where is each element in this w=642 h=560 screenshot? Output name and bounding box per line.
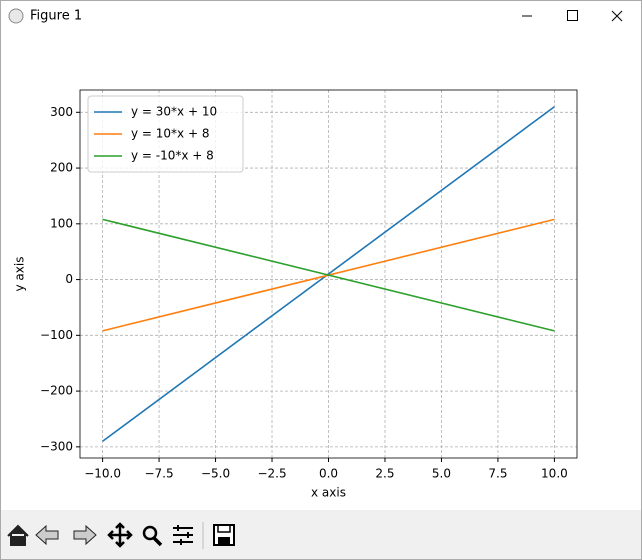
- y-tick-label: −100: [40, 328, 73, 342]
- x-tick-label: −5.0: [201, 467, 230, 481]
- series-line: [102, 106, 555, 442]
- close-button[interactable]: [611, 10, 623, 22]
- toolbar-bg: [1, 510, 641, 559]
- y-tick-label: 0: [65, 272, 73, 286]
- axes-frame: [79, 89, 578, 459]
- y-tick-label: 200: [50, 161, 73, 175]
- y-axis-label: y axis: [13, 257, 27, 292]
- maximize-button[interactable]: [567, 10, 578, 21]
- window-title: Figure 1: [30, 9, 82, 24]
- title-bar: Figure 1: [8, 8, 623, 24]
- y-tick-label: −200: [40, 384, 73, 398]
- pan-button[interactable]: [107, 522, 133, 548]
- legend-label: y = -10*x + 8: [131, 149, 214, 163]
- x-tick-label: 0.0: [319, 467, 338, 481]
- x-tick-label: −7.5: [144, 467, 173, 481]
- x-tick-label: 7.5: [488, 467, 507, 481]
- toolbar: [1, 510, 641, 559]
- x-tick-label: 10.0: [541, 467, 568, 481]
- plot: −10.0 −7.5 −5.0 −2.5 0.0 2.5 5.0 7.5 10.0 −300 −20…: [13, 89, 578, 500]
- series-line: [102, 218, 555, 332]
- legend-label: y = 30*x + 10: [131, 105, 217, 119]
- back-button[interactable]: [35, 524, 59, 546]
- x-axis-label: x axis: [311, 486, 346, 500]
- app-icon: [8, 8, 24, 24]
- y-tick-label: 100: [50, 216, 73, 230]
- x-tick-label: 5.0: [432, 467, 451, 481]
- legend-box: [87, 95, 244, 173]
- forward-button[interactable]: [73, 524, 97, 546]
- zoom-button[interactable]: [142, 525, 163, 547]
- save-button[interactable]: [213, 524, 235, 546]
- legend-label: y = 10*x + 8: [131, 127, 209, 141]
- x-tick-label: −10.0: [84, 467, 121, 481]
- x-tick-label: 2.5: [375, 467, 394, 481]
- y-tick-label: −300: [40, 439, 73, 453]
- home-button[interactable]: [7, 524, 29, 546]
- configure-button[interactable]: [173, 525, 193, 545]
- y-tick-label: 300: [50, 105, 73, 119]
- x-tick-label: −2.5: [257, 467, 286, 481]
